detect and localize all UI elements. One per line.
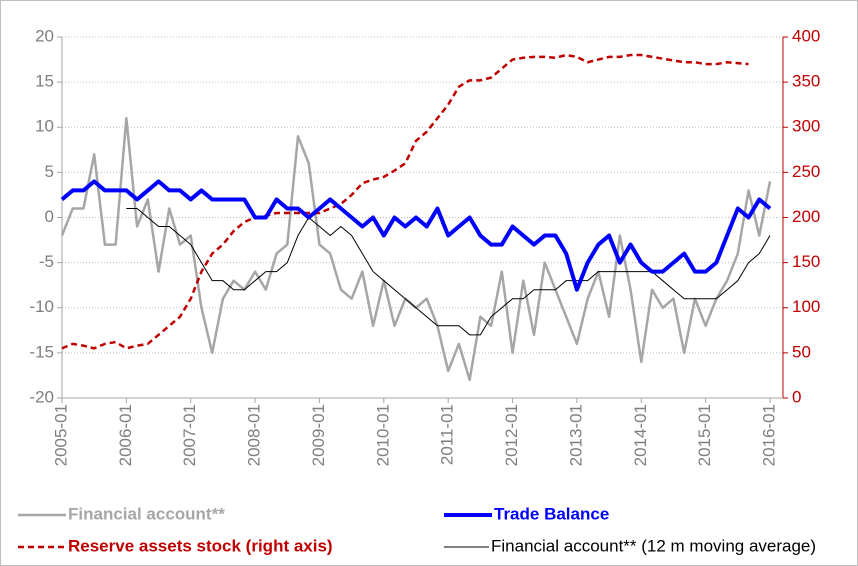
y-tick-label: 10 (35, 117, 54, 136)
y2-tick-label: 350 (792, 72, 820, 91)
y-tick-label: -10 (29, 297, 54, 316)
y-tick-label: 5 (45, 162, 54, 181)
legend-label: Trade Balance (494, 504, 609, 523)
x-tick-label: 2013-01 (566, 404, 585, 466)
y-tick-label: 15 (35, 72, 54, 91)
legend-label: Reserve assets stock (right axis) (68, 536, 333, 555)
x-tick-label: 2011-01 (438, 404, 457, 465)
series-line (60, 179, 772, 292)
y2-tick-label: 300 (792, 117, 820, 136)
x-tick-label: 2014-01 (631, 404, 650, 466)
y-tick-label: -5 (39, 252, 54, 271)
y-tick-label: -15 (29, 342, 54, 361)
x-tick-label: 2006-01 (116, 404, 135, 466)
y2-tick-label: 250 (792, 162, 820, 181)
y-tick-label: -20 (29, 387, 54, 406)
x-tick-label: 2010-01 (373, 404, 392, 466)
x-tick-label: 2012-01 (502, 404, 521, 466)
y2-tick-label: 0 (792, 387, 801, 406)
x-tick-label: 2016-01 (759, 404, 778, 466)
x-tick-label: 2007-01 (180, 404, 199, 466)
x-tick-label: 2015-01 (695, 404, 714, 466)
series-line (126, 207, 771, 336)
y2-tick-label: 400 (792, 26, 820, 45)
y2-tick-label: 150 (792, 252, 820, 271)
y-tick-label: 20 (35, 26, 54, 45)
y-tick-label: 0 (45, 207, 54, 226)
y2-tick-label: 200 (792, 207, 820, 226)
legend-label: Financial account** (12 m moving average… (491, 536, 816, 555)
x-tick-label: 2005-01 (51, 404, 70, 466)
x-tick-label: 2008-01 (245, 404, 264, 466)
y2-tick-label: 100 (792, 297, 820, 316)
y2-tick-label: 50 (792, 342, 811, 361)
x-tick-label: 2009-01 (309, 404, 328, 466)
legend-label: Financial account** (68, 504, 225, 523)
